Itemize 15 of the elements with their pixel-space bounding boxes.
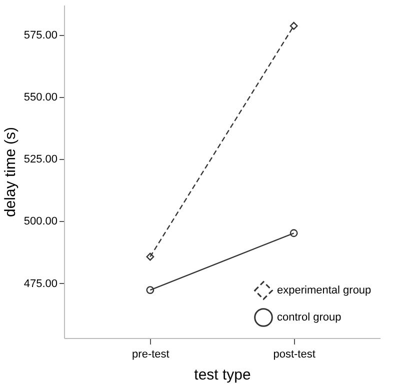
legend-label: experimental group	[277, 284, 372, 296]
y-tick-label: 475.00	[24, 278, 58, 290]
point	[146, 286, 154, 294]
y-tick-label: 550.00	[24, 91, 58, 104]
point	[290, 22, 298, 30]
y-tick-label: 500.00	[24, 216, 58, 228]
y-tick-label: 575.00	[24, 29, 58, 42]
x-tick-label: post-test	[273, 348, 316, 360]
y-tick-label: 525.00	[24, 154, 58, 166]
point	[146, 252, 154, 261]
x-tick-label: pre-test	[132, 348, 170, 360]
point	[290, 229, 298, 238]
legend-label: control group	[277, 312, 342, 324]
y-axis-title: delay time (s)	[2, 126, 19, 218]
x-axis-title: test type	[194, 366, 251, 384]
